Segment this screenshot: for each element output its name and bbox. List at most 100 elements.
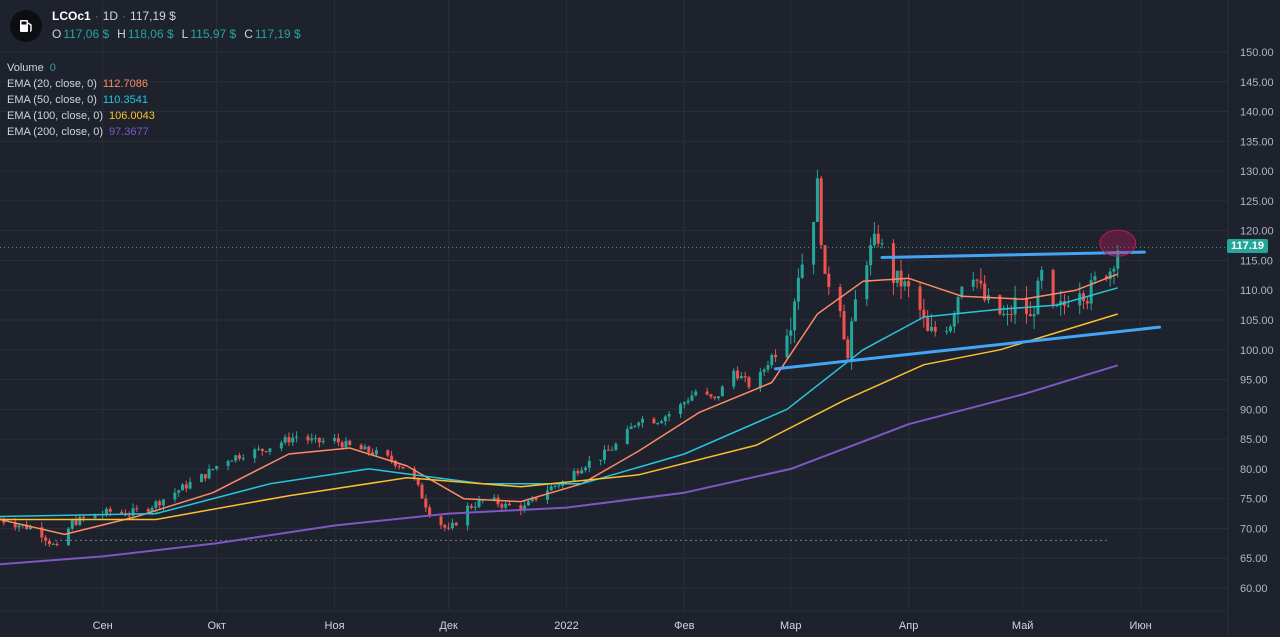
candle-body (393, 460, 397, 466)
candle-body (363, 446, 367, 450)
legend-ema200-value: 97.3677 (109, 126, 149, 138)
candle-body (215, 466, 219, 469)
y-tick-label: 150.00 (1240, 47, 1274, 59)
fuel-pump-icon (10, 10, 42, 42)
candle-body (679, 404, 683, 414)
candle-body (1028, 314, 1032, 317)
candle-body (606, 449, 610, 451)
x-tick-label: Фев (674, 620, 694, 632)
candle-body (1108, 271, 1112, 280)
ema-line-4 (0, 364, 1118, 566)
candle-body (880, 243, 884, 245)
candle-body (199, 474, 203, 483)
x-tick-label: Ноя (325, 620, 345, 632)
legend-ema50[interactable]: EMA (50, close, 0) 110.3541 (7, 94, 148, 106)
candle-body (549, 486, 553, 491)
trendlines[interactable] (774, 229, 1162, 371)
candle-body (526, 501, 530, 506)
y-tick-label: 85.00 (1240, 434, 1268, 446)
y-tick-label: 95.00 (1240, 375, 1268, 387)
legend-volume[interactable]: Volume 0 (7, 62, 56, 74)
close-label: C (244, 27, 253, 41)
candle-body (1085, 301, 1089, 304)
candle-body (903, 281, 907, 287)
candle-body (177, 490, 181, 493)
candle-body (690, 395, 694, 401)
candle-body (686, 400, 690, 403)
candle-body (207, 469, 211, 479)
candle-body (1112, 268, 1116, 272)
ema-line-2 (0, 287, 1118, 518)
candle-body (926, 317, 930, 331)
candle-body (492, 497, 496, 500)
open-label: O (52, 27, 62, 41)
symbol-name[interactable]: LCOc1 (52, 9, 91, 23)
y-tick-label: 135.00 (1240, 136, 1274, 148)
candle-body (40, 527, 44, 538)
x-tick-label: Дек (439, 620, 458, 632)
candle-body (770, 354, 774, 366)
candle-body (800, 264, 804, 278)
legend-ema200[interactable]: EMA (200, close, 0) 97.3677 (7, 126, 149, 138)
candle-body (713, 396, 717, 399)
candle-body (340, 442, 344, 448)
candle-body (314, 437, 318, 439)
candle-body (374, 450, 378, 455)
candle-body (865, 265, 869, 300)
candle-body (359, 444, 363, 450)
candle-body (580, 470, 584, 474)
candle-body (682, 402, 686, 405)
candle-body (827, 273, 831, 288)
interval-label[interactable]: 1D (102, 9, 119, 23)
candle-body (625, 428, 629, 444)
candle-body (1089, 280, 1093, 304)
candle-body (146, 509, 150, 512)
candle-body (184, 484, 188, 489)
x-tick-label: Май (1012, 620, 1034, 632)
candle-body (599, 459, 603, 461)
candle-body (846, 339, 850, 359)
legend-ema100[interactable]: EMA (100, close, 0) 106.0043 (7, 110, 155, 122)
candle-body (135, 508, 139, 510)
candle-body (758, 371, 762, 388)
candle-body (150, 507, 154, 512)
candle-body (583, 467, 587, 471)
y-tick-label: 70.00 (1240, 523, 1268, 535)
y-tick-label: 145.00 (1240, 77, 1274, 89)
candle-body (523, 505, 527, 511)
candle-body (948, 326, 952, 332)
candle-body (28, 527, 32, 530)
candle-body (17, 525, 21, 528)
highlight-circle (1099, 229, 1137, 257)
candle-body (291, 437, 295, 443)
candle-body (572, 470, 576, 482)
candle-body (534, 497, 538, 500)
candle-body (610, 449, 614, 451)
candle-body (667, 413, 671, 417)
legend-ema100-value: 106.0043 (109, 110, 155, 122)
candle-body (587, 460, 591, 468)
candle-body (82, 516, 86, 519)
candle-body (743, 376, 747, 378)
candle-body (614, 443, 618, 450)
candle-body (663, 416, 667, 422)
candle-body (287, 437, 291, 443)
candle-body (439, 516, 443, 526)
candle-body (869, 245, 873, 266)
candle-body (424, 498, 428, 508)
candle-body (933, 326, 937, 332)
candle-body (428, 507, 432, 517)
candle-body (641, 418, 645, 423)
candle-body (466, 505, 470, 526)
candle-body (1013, 297, 1017, 315)
y-tick-label: 110.00 (1240, 285, 1273, 297)
candle-body (120, 511, 124, 514)
low-value: 115,97 $ (190, 27, 237, 41)
x-tick-label: Окт (207, 620, 226, 632)
candle-body (1040, 269, 1044, 281)
legend-ema20[interactable]: EMA (20, close, 0) 112.7086 (7, 78, 148, 90)
ema-line-1 (0, 273, 1118, 536)
candle-body (553, 485, 557, 487)
candle-body (390, 455, 394, 461)
